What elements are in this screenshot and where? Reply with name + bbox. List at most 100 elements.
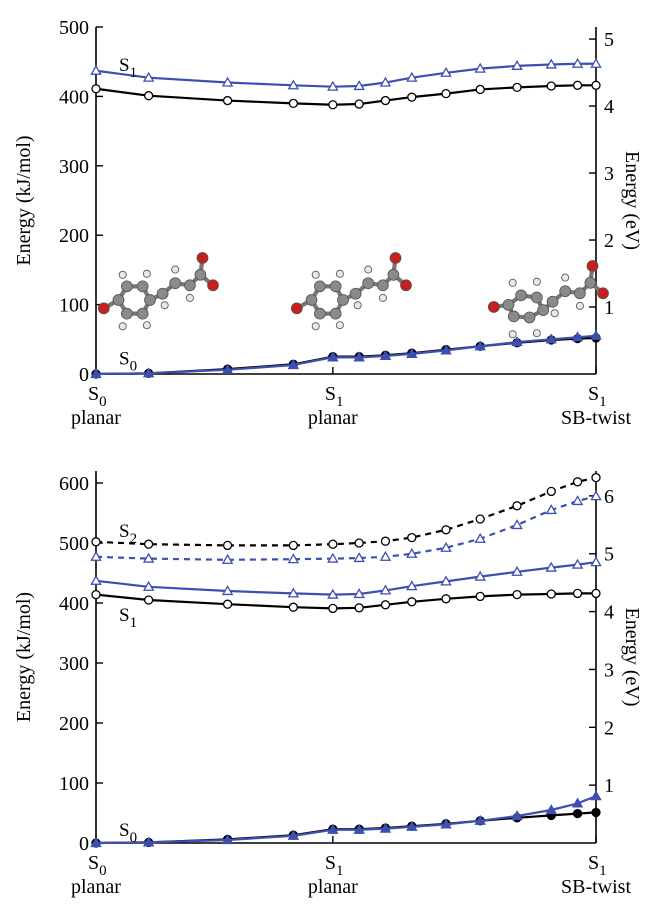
data-point: [475, 514, 485, 524]
y-right-tick-label: 2: [604, 717, 614, 739]
data-point: [288, 540, 299, 551]
atom: [142, 269, 151, 278]
data-point: [441, 594, 451, 604]
data-point: [354, 99, 364, 109]
data-point: [379, 350, 392, 361]
y-tick-label: 600: [59, 473, 89, 495]
x-category-label: planar: [71, 876, 121, 898]
planar-s0-molecule: [97, 252, 219, 331]
atom: [156, 287, 169, 300]
data-point: [221, 76, 234, 87]
data-point: [142, 552, 155, 563]
data-point: [327, 351, 339, 362]
data-point: [328, 100, 338, 110]
data-point: [512, 82, 522, 93]
atom: [207, 279, 219, 292]
y-right-tick-label: 6: [604, 486, 614, 508]
data-point: [287, 587, 300, 598]
atom: [196, 252, 209, 264]
data-point: [571, 558, 584, 569]
atom: [574, 287, 586, 300]
y-tick-label: 0: [79, 364, 89, 386]
atom: [311, 270, 320, 279]
y-right-tick-label: 4: [604, 602, 614, 624]
data-point: [90, 64, 102, 75]
y-axis-title: Energy (kJ/mol): [13, 592, 35, 722]
data-point: [288, 98, 299, 108]
data-point: [591, 588, 601, 599]
y-right-tick-label: 2: [604, 230, 614, 252]
data-point: [545, 804, 557, 815]
y-tick-label: 500: [59, 533, 89, 555]
atom: [185, 293, 194, 302]
data-point: [545, 504, 557, 515]
atom: [314, 280, 326, 293]
series-line-s2: [95, 495, 597, 561]
data-point: [287, 79, 300, 90]
atom: [378, 293, 387, 302]
data-point: [287, 359, 300, 370]
atom: [349, 287, 362, 300]
data-point: [380, 600, 391, 610]
data-point: [590, 329, 602, 340]
data-point: [474, 62, 486, 73]
atom: [144, 294, 156, 306]
data-point: [143, 595, 154, 605]
data-point: [591, 472, 601, 483]
data-point: [407, 532, 417, 543]
series-line-s0: [95, 795, 597, 845]
data-point: [546, 81, 556, 91]
atom: [335, 269, 344, 278]
y-tick-label: 0: [79, 833, 89, 855]
y-right-tick-label: 3: [604, 659, 614, 681]
x-category-label: SB-twist: [561, 876, 631, 898]
data-point: [545, 58, 557, 69]
atom: [561, 273, 570, 282]
y-right-tick-label: 1: [604, 775, 614, 797]
atom: [377, 279, 389, 292]
data-point: [511, 810, 523, 821]
data-point: [221, 834, 234, 845]
data-point: [406, 71, 418, 82]
data-point: [571, 797, 584, 808]
data-point: [353, 588, 365, 599]
data-point: [143, 539, 154, 549]
y-tick-label: 100: [59, 773, 89, 795]
data-point: [354, 538, 364, 548]
data-point: [572, 588, 583, 599]
state-label-S2: S2: [119, 521, 137, 547]
data-point: [572, 808, 583, 819]
atom: [169, 277, 182, 290]
atom: [400, 279, 412, 292]
atom: [387, 268, 400, 281]
series-line-s1: [95, 561, 597, 596]
data-point: [142, 580, 155, 591]
data-point: [142, 367, 155, 378]
data-point: [545, 333, 557, 344]
data-point: [90, 368, 102, 379]
data-point: [221, 585, 234, 596]
data-point: [440, 818, 452, 829]
atom: [337, 294, 349, 306]
data-point: [511, 519, 523, 530]
data-point: [440, 344, 452, 355]
state-label-S1: S1: [119, 605, 137, 631]
data-point: [511, 59, 523, 70]
data-point: [546, 486, 556, 497]
y-right-tick-label: 5: [604, 544, 614, 566]
atom: [136, 280, 149, 293]
data-point: [571, 495, 584, 506]
atom: [389, 252, 402, 264]
data-point: [142, 836, 155, 847]
data-point: [91, 84, 101, 94]
data-point: [90, 574, 102, 585]
y-tick-label: 500: [59, 17, 89, 39]
atom: [118, 270, 127, 279]
data-point: [474, 532, 486, 543]
atom: [584, 276, 597, 289]
x-category-state: S0: [88, 852, 107, 879]
atom: [329, 280, 342, 293]
chart-panel-2: 0100200300400500600123456S0planarS1plana…: [13, 471, 643, 898]
series-line-s1: [95, 592, 596, 610]
